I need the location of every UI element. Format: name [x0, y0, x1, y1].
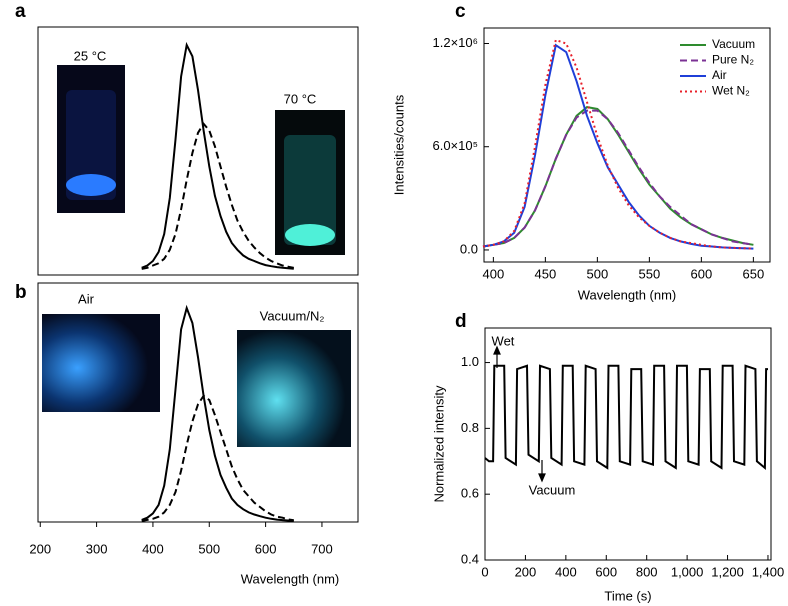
data-line [141, 41, 294, 270]
y-tick-label: 6.0×10⁵ [432, 138, 478, 153]
x-tick-label: 700 [311, 541, 333, 556]
annotation-arrows [493, 345, 546, 483]
annotation: Vacuum [529, 482, 576, 497]
x-tick-label: 800 [636, 564, 658, 579]
annotation: Air [78, 291, 95, 306]
y-tick-label: 0.8 [461, 420, 479, 435]
x-tick-label: 400 [483, 266, 505, 281]
photo-vial-70 [275, 110, 345, 255]
x-tick-label: 500 [587, 266, 609, 281]
plot-frame [37, 26, 359, 276]
y-tick-label: 1.0 [461, 354, 479, 369]
x-tick-label: 1,400 [752, 564, 785, 579]
x-tick-label: 650 [743, 266, 765, 281]
x-tick-label: 0 [481, 564, 488, 579]
y-tick-label: 1.2×10⁶ [433, 35, 478, 50]
legend-label: Wet N₂ [712, 84, 750, 98]
legend-label: Pure N₂ [712, 53, 754, 67]
x-tick-label: 1,200 [711, 564, 744, 579]
panel-label: c [455, 1, 466, 22]
panel-label: b [15, 282, 27, 303]
x-axis-label: Time (s) [604, 588, 651, 603]
plot-frame [483, 27, 771, 263]
x-tick-label: 300 [86, 541, 108, 556]
annotation: 70 °C [284, 91, 317, 106]
panel-label: d [455, 311, 467, 332]
x-axis-label: Wavelength (nm) [241, 571, 340, 586]
legend-label: Air [712, 68, 727, 82]
x-tick-label: 600 [595, 564, 617, 579]
panel-label: a [15, 1, 26, 22]
x-tick-label: 400 [142, 541, 164, 556]
plot-frame [484, 327, 772, 561]
y-tick-label: 0.6 [461, 486, 479, 501]
y-tick-label: 0.4 [461, 551, 479, 566]
annotation: 25 °C [74, 48, 107, 63]
x-axis-label: Wavelength (nm) [578, 287, 677, 302]
y-axis-label: Intensities/counts [391, 94, 406, 195]
y-axis-label: Normalized intensity [431, 385, 446, 503]
x-tick-label: 1,000 [671, 564, 704, 579]
x-tick-label: 600 [691, 266, 713, 281]
x-tick-label: 200 [515, 564, 537, 579]
y-tick-label: 0.0 [460, 241, 478, 256]
data-line [482, 43, 754, 250]
x-tick-label: 550 [639, 266, 661, 281]
data-line [482, 109, 754, 248]
x-tick-label: 500 [198, 541, 220, 556]
legend-label: Vacuum [712, 37, 755, 51]
x-tick-label: 450 [535, 266, 557, 281]
data-line [141, 304, 294, 522]
photo-air [42, 314, 160, 412]
data-line [482, 106, 754, 248]
x-tick-label: 200 [29, 541, 51, 556]
data-line [141, 122, 294, 270]
annotation: Wet [492, 333, 515, 348]
annotation: Vacuum/N₂ [260, 308, 325, 323]
data-line [482, 38, 754, 250]
data-line [484, 364, 768, 471]
photo-vial-25 [57, 65, 125, 213]
plot-frame [37, 282, 359, 523]
x-tick-label: 400 [555, 564, 577, 579]
photo-vacuum [237, 330, 351, 447]
x-tick-label: 600 [255, 541, 277, 556]
data-line [141, 394, 294, 522]
